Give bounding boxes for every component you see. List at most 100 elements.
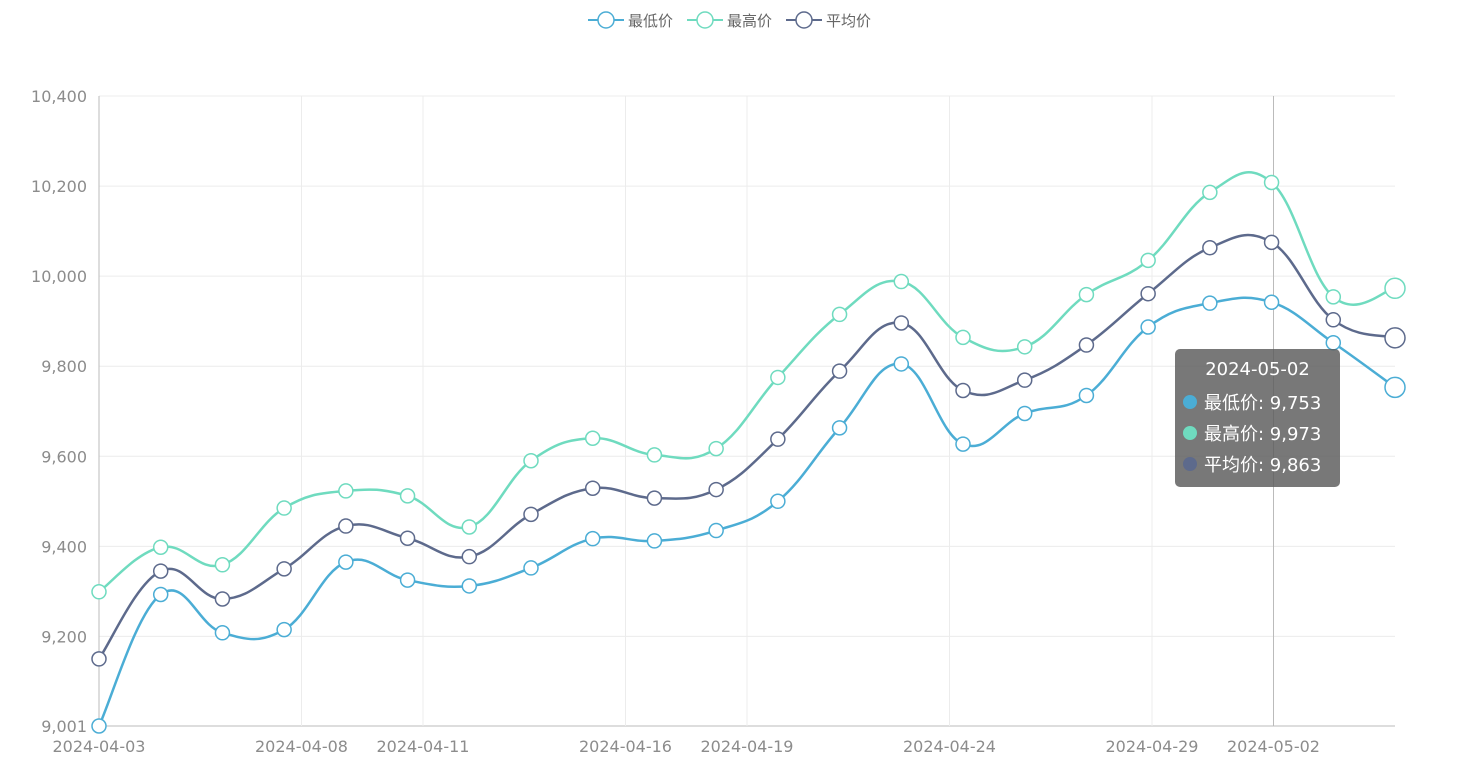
series-point-1 [523,453,539,469]
series-point-0 [646,533,663,549]
series-point-1 [1325,289,1342,305]
legend-label-high: 最高价 [726,11,772,30]
x-tick-label: 2024-04-11 [377,737,470,756]
series-point-0 [523,560,539,576]
legend-item-avg[interactable]: 平均价 [786,8,871,32]
series-point-1 [1016,339,1033,355]
y-tick-label: 9,001 [41,717,87,736]
series-point-0 [1078,387,1095,404]
series-point-0 [1202,295,1218,311]
series-point-0 [955,436,971,452]
series-point-2 [1140,285,1156,302]
x-tick-label: 2024-04-03 [53,737,146,756]
series-point-0 [152,586,169,603]
tooltip-dot-avg [1183,456,1197,471]
y-tick-label: 10,200 [31,177,87,196]
series-point-1 [276,500,292,516]
series-point-2 [584,480,601,496]
y-tick-label: 10,000 [31,267,87,286]
series-point-2 [399,530,416,546]
series-point-0 [214,625,231,641]
series-point-2 [770,431,786,447]
series-point-1 [399,488,416,504]
series-point-0 [1325,335,1342,351]
series-point-1 [1078,286,1095,303]
y-tick-label: 9,400 [41,537,87,556]
series-point-2 [91,651,107,667]
series-point-2 [1384,327,1406,349]
series-point-1 [770,369,786,386]
legend-swatch-avg [786,11,822,29]
tooltip-text-high: 最高价: 9,973 [1204,423,1322,445]
series-point-0 [708,522,724,539]
series-point-0 [770,493,786,510]
series-point-0 [91,718,107,734]
series-line-2 [97,233,1396,660]
series-point-2 [646,490,663,506]
x-tick-label: 2024-04-29 [1106,737,1199,756]
series-point-0 [1140,319,1156,335]
series-point-1 [831,306,848,323]
tooltip: 2024-05-02 最低价: 9,753 最高价: 9,973 平均价: 9,… [1175,349,1340,487]
series-point-1 [893,273,910,290]
y-tick-label: 10,400 [31,87,87,106]
tooltip-text-low: 最低价: 9,753 [1204,392,1322,414]
chart-legend: 最低价 最高价 平均价 [0,8,1459,32]
series-point-2 [1016,372,1033,388]
tooltip-row-high: 最高价: 9,973 [1183,417,1332,448]
series-point-2 [276,561,292,577]
x-tick-label: 2024-04-19 [701,737,794,756]
tooltip-title: 2024-05-02 [1205,359,1310,380]
series-point-2 [831,363,848,379]
series-point-2 [1263,234,1280,251]
series-point-2 [955,382,971,399]
x-tick-label: 2024-04-08 [255,737,348,756]
y-tick-label: 9,200 [41,627,87,646]
series-point-0 [276,621,292,638]
series-point-1 [646,447,663,463]
series-point-1 [1140,252,1156,269]
legend-item-high[interactable]: 最高价 [686,8,772,32]
tooltip-dot-high [1183,425,1197,440]
series-point-2 [708,481,724,498]
series-point-0 [461,578,478,594]
tooltip-row-avg: 平均价: 9,863 [1183,448,1332,479]
y-tick-label: 9,800 [41,357,87,376]
series-point-1 [152,539,169,555]
series-point-1 [338,483,354,499]
legend-item-low[interactable]: 最低价 [587,8,673,32]
x-tick-label: 2024-04-24 [903,737,996,756]
series-point-2 [214,591,231,607]
y-tick-label: 9,600 [41,447,87,466]
series-point-2 [338,518,354,534]
series-line-1 [98,171,1396,593]
series-point-0 [893,356,910,372]
series-point-1 [91,584,107,600]
tooltip-row-low: 最低价: 9,753 [1183,386,1332,417]
series-point-0 [831,420,848,436]
series-point-2 [461,548,478,565]
series-point-0 [1263,294,1280,310]
series-point-1 [955,329,971,346]
series-point-2 [893,315,910,331]
tooltip-dot-low [1183,394,1197,409]
series-point-1 [1384,277,1406,300]
series-point-0 [584,530,601,547]
series-point-2 [1202,240,1218,256]
series-point-2 [152,563,169,579]
series-point-2 [1078,337,1095,353]
x-tick-label: 2024-05-02 [1227,737,1320,756]
series-point-0 [1384,376,1406,399]
series-point-0 [1016,405,1033,422]
series-point-1 [1263,174,1280,191]
series-point-2 [1325,312,1342,328]
legend-swatch-high [686,11,723,29]
x-tick-label: 2024-04-16 [579,737,672,756]
series-point-1 [461,519,478,535]
series-point-0 [399,572,416,588]
series-point-2 [523,506,539,523]
series-point-1 [214,557,231,573]
series-point-1 [584,430,601,446]
legend-label-avg: 平均价 [826,11,872,30]
